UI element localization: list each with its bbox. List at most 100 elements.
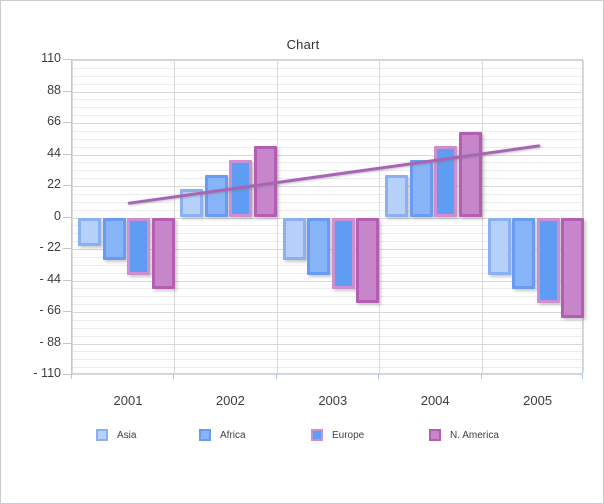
bar-europe [536,217,560,304]
x-axis-tick [481,374,482,379]
y-axis-tick [63,374,71,375]
gridline-minor [72,201,582,203]
x-axis-tick [71,374,72,379]
y-axis-label: 0 [54,208,61,223]
bar-asia [78,217,101,247]
gridline-minor [72,296,582,298]
chart-title: Chart [286,37,320,52]
bar-africa [204,174,228,218]
gridline-minor [72,304,582,306]
gridline-minor [72,115,582,117]
gridline-major [72,123,582,124]
gridline-vertical [379,60,380,373]
gridline-minor [72,67,582,69]
y-axis-tick [63,248,71,249]
bar-n-america [151,217,175,290]
gridline-minor [72,288,582,290]
bar-asia [385,174,409,218]
gridline-major [72,280,582,282]
y-axis-tick [63,342,71,344]
gridline-minor [72,367,582,369]
bar-n-america [458,131,482,218]
gridline-minor [72,99,582,101]
bar-africa [307,217,331,275]
legend-label: Asia [117,429,137,441]
x-axis-label: 2003 [318,393,348,408]
legend-swatch [96,429,108,441]
y-axis-tick [63,185,71,186]
y-axis-tick [63,90,71,92]
x-axis-label: 2002 [215,393,245,408]
trend-line [127,144,541,205]
legend-item-africa: Africa [199,429,246,441]
legend-item-europe: Europe [311,429,364,441]
gridline-minor [72,209,582,211]
legend-item-n-america: N. America [429,429,499,441]
y-axis-tick [63,216,71,218]
legend-item-asia: Asia [96,429,136,441]
x-axis-tick [582,374,583,379]
gridline-minor [72,319,582,321]
bar-asia [282,217,306,261]
gridline-major [72,154,582,156]
gridline-minor [72,162,582,164]
gridline-vertical [72,60,73,373]
y-axis-tick [63,279,71,281]
x-axis-label: 2001 [113,393,143,408]
y-axis-label: 110 [41,51,61,65]
bar-africa [102,217,126,261]
gridline-minor [72,351,582,353]
gridline-vertical [277,60,278,373]
y-axis-label: - 44 [39,271,61,286]
gridline-major [72,374,582,375]
x-axis-label: 2005 [523,393,553,408]
gridline-vertical [482,60,483,373]
legend-swatch [429,429,441,441]
y-axis-label: - 110 [33,366,61,380]
legend-swatch [311,429,323,441]
y-axis-label: 88 [47,82,61,97]
y-axis-label: - 66 [39,303,61,317]
gridline-minor [72,107,582,109]
gridline-minor [72,138,582,140]
bar-europe [434,145,458,218]
gridline-major [72,312,582,313]
y-axis-tick [63,311,71,312]
y-axis-label: 44 [47,145,61,160]
x-axis-tick [378,374,379,379]
bar-africa [512,217,536,290]
gridline-vertical [583,60,584,373]
bar-n-america [356,217,380,304]
gridline-minor [72,359,582,361]
y-axis-label: - 22 [39,240,61,254]
x-axis-tick [173,374,174,379]
gridline-major [72,60,582,61]
gridline-minor [72,130,582,132]
y-axis-label: - 88 [39,334,61,349]
bar-europe [331,217,355,290]
gridline-minor [72,178,582,180]
gridline-minor [72,335,582,337]
gridline-minor [72,170,582,172]
x-axis-tick [276,374,277,379]
gridline-minor [72,83,582,85]
x-axis-label: 2004 [420,393,450,408]
y-axis-label: 22 [47,177,61,191]
gridline-major [72,186,582,187]
bar-asia [487,217,511,275]
plot-area [71,59,585,375]
bar-europe [127,217,150,275]
bar-n-america [561,217,585,318]
y-axis-tick [63,59,71,60]
legend-label: Africa [220,429,246,441]
legend-label: N. America [450,429,499,441]
gridline-major [72,91,582,93]
legend-label: Europe [332,429,365,441]
gridline-vertical [174,60,175,373]
gridline-major [72,343,582,345]
gridline-minor [72,193,582,195]
gridline-minor [72,327,582,329]
y-axis-tick [63,153,71,155]
y-axis-tick [63,122,71,123]
